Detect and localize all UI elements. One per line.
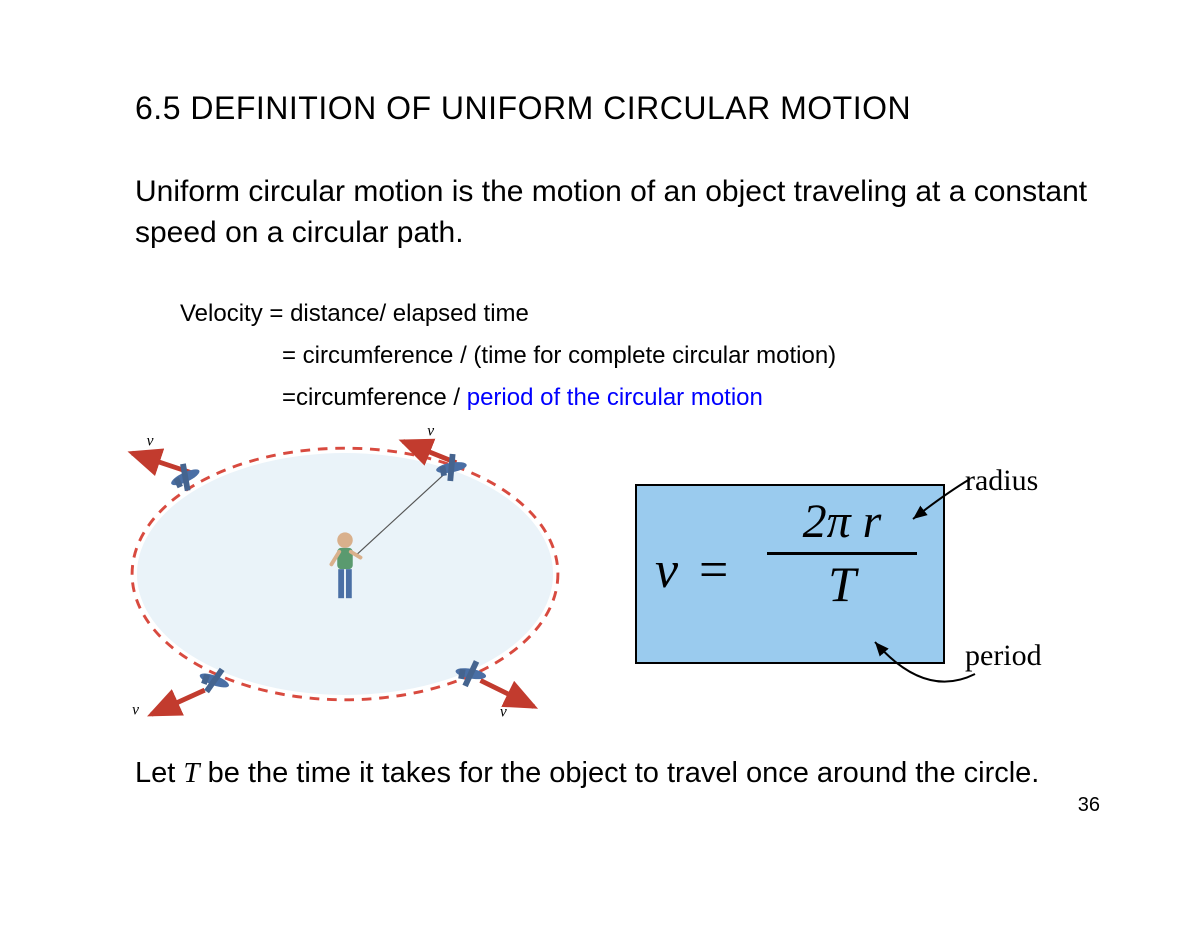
velocity-label-tl: v (147, 432, 154, 449)
definition-text: Uniform circular motion is the motion of… (135, 172, 1110, 253)
velocity-label-tr: v (427, 424, 434, 440)
label-radius: radius (965, 464, 1038, 498)
lower-text-var-T: T (183, 757, 199, 789)
period-explanation: Let T be the time it takes for the objec… (135, 754, 1110, 793)
circular-motion-diagram: v v v v (105, 424, 585, 724)
velocity-label-br: v (500, 703, 507, 720)
plane-bottom-left: v (132, 662, 234, 718)
velocity-label-bl: v (132, 701, 139, 718)
slide: 6.5 DEFINITION OF UNIFORM CIRCULAR MOTIO… (0, 0, 1200, 927)
lower-text-rest: be the time it takes for the object to t… (200, 757, 1040, 789)
section-title: 6.5 DEFINITION OF UNIFORM CIRCULAR MOTIO… (135, 90, 1110, 127)
velocity-line-2: = circumference / (time for complete cir… (282, 335, 1110, 377)
radius-arrow (913, 479, 970, 519)
velocity-line-3-prefix: =circumference / (282, 384, 467, 411)
velocity-line-3: =circumference / period of the circular … (282, 377, 1110, 419)
diagram-row: v v v v v = (135, 424, 1110, 744)
page-number: 36 (1078, 794, 1100, 817)
motion-disc (137, 453, 553, 695)
velocity-line-1: Velocity = distance/ elapsed time (180, 293, 1110, 335)
period-arrow (875, 642, 975, 682)
label-period: period (965, 639, 1042, 673)
lower-text-prefix: Let (135, 757, 183, 789)
velocity-derivation: Velocity = distance/ elapsed time = circ… (180, 293, 1110, 419)
velocity-line-3-period: period of the circular motion (467, 384, 763, 411)
